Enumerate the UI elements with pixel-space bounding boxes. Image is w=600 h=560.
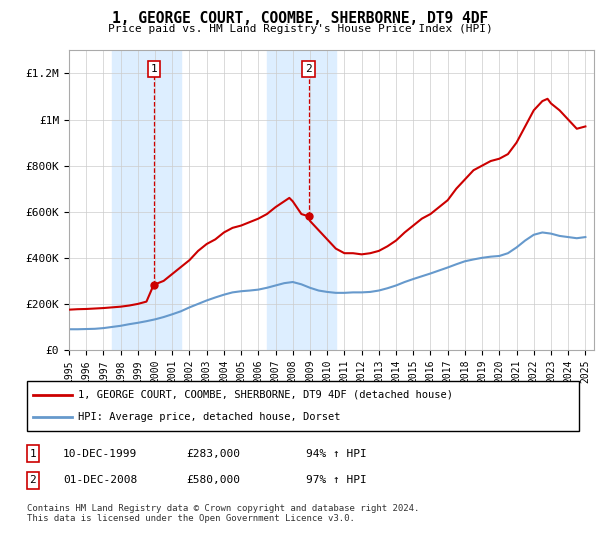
Text: £283,000: £283,000 (186, 449, 240, 459)
Text: 2: 2 (29, 475, 37, 486)
Text: 1, GEORGE COURT, COOMBE, SHERBORNE, DT9 4DF (detached house): 1, GEORGE COURT, COOMBE, SHERBORNE, DT9 … (78, 390, 453, 400)
Text: 01-DEC-2008: 01-DEC-2008 (63, 475, 137, 486)
Text: Price paid vs. HM Land Registry's House Price Index (HPI): Price paid vs. HM Land Registry's House … (107, 24, 493, 34)
Text: 1: 1 (29, 449, 37, 459)
Text: 94% ↑ HPI: 94% ↑ HPI (306, 449, 367, 459)
Text: 97% ↑ HPI: 97% ↑ HPI (306, 475, 367, 486)
Text: 1: 1 (151, 64, 157, 74)
Text: HPI: Average price, detached house, Dorset: HPI: Average price, detached house, Dors… (78, 412, 341, 422)
Text: Contains HM Land Registry data © Crown copyright and database right 2024.
This d: Contains HM Land Registry data © Crown c… (27, 504, 419, 524)
Text: £580,000: £580,000 (186, 475, 240, 486)
Text: 10-DEC-1999: 10-DEC-1999 (63, 449, 137, 459)
Bar (112, 50, 181, 350)
Text: 2: 2 (305, 64, 312, 74)
Text: 1, GEORGE COURT, COOMBE, SHERBORNE, DT9 4DF: 1, GEORGE COURT, COOMBE, SHERBORNE, DT9 … (112, 11, 488, 26)
Bar (267, 50, 336, 350)
